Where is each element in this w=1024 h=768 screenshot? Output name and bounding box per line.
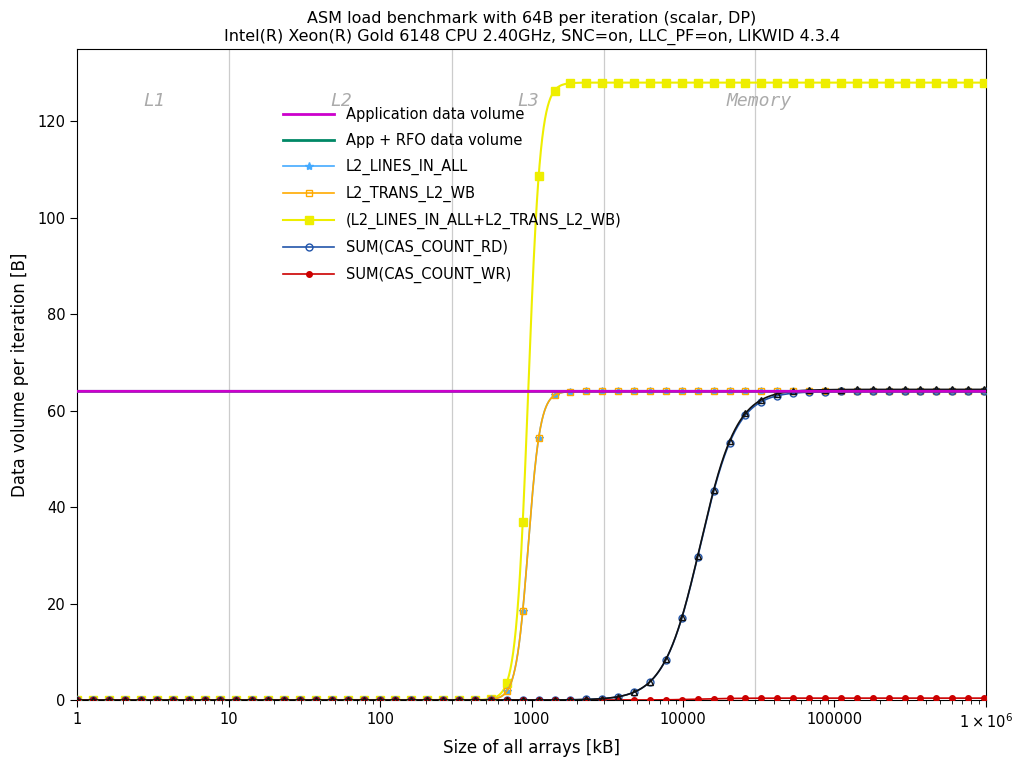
Text: L1: L1 xyxy=(143,92,165,111)
Text: L3: L3 xyxy=(517,92,539,111)
Legend: Application data volume, App + RFO data volume, L2_LINES_IN_ALL, L2_TRANS_L2_WB,: Application data volume, App + RFO data … xyxy=(278,101,628,290)
Y-axis label: Data volume per iteration [B]: Data volume per iteration [B] xyxy=(11,252,29,497)
Text: L2: L2 xyxy=(330,92,351,111)
Text: Memory: Memory xyxy=(727,92,793,111)
Title: ASM load benchmark with 64B per iteration (scalar, DP)
Intel(R) Xeon(R) Gold 614: ASM load benchmark with 64B per iteratio… xyxy=(223,11,840,45)
X-axis label: Size of all arrays [kB]: Size of all arrays [kB] xyxy=(443,739,621,757)
